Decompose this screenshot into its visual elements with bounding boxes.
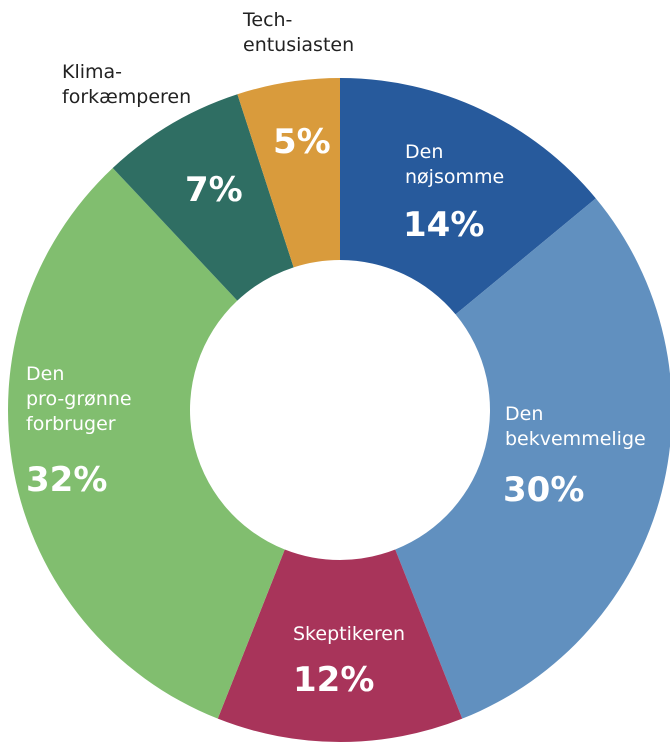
donut-slice [217,549,463,742]
donut-slice [237,78,340,268]
value-label: 7% [185,170,243,210]
donut-slice [7,167,285,719]
slice-label: Den bekvemmelige [505,403,646,450]
value-label: 32% [26,460,108,500]
value-label: 30% [503,470,585,510]
value-label: 12% [293,660,375,700]
donut-slice [395,198,670,719]
donut-slice [340,78,596,315]
slice-label: Tech- entusiasten [243,9,355,56]
value-label: 5% [273,122,331,162]
donut-slice [112,94,294,301]
slice-label: Klima- forkæmperen [62,61,192,108]
slice-label: Skeptikeren [293,623,406,645]
slice-label: Den nøjsomme [405,141,505,188]
slice-label: Den pro-grønne forbruger [26,363,132,435]
value-label: 14% [403,205,485,245]
